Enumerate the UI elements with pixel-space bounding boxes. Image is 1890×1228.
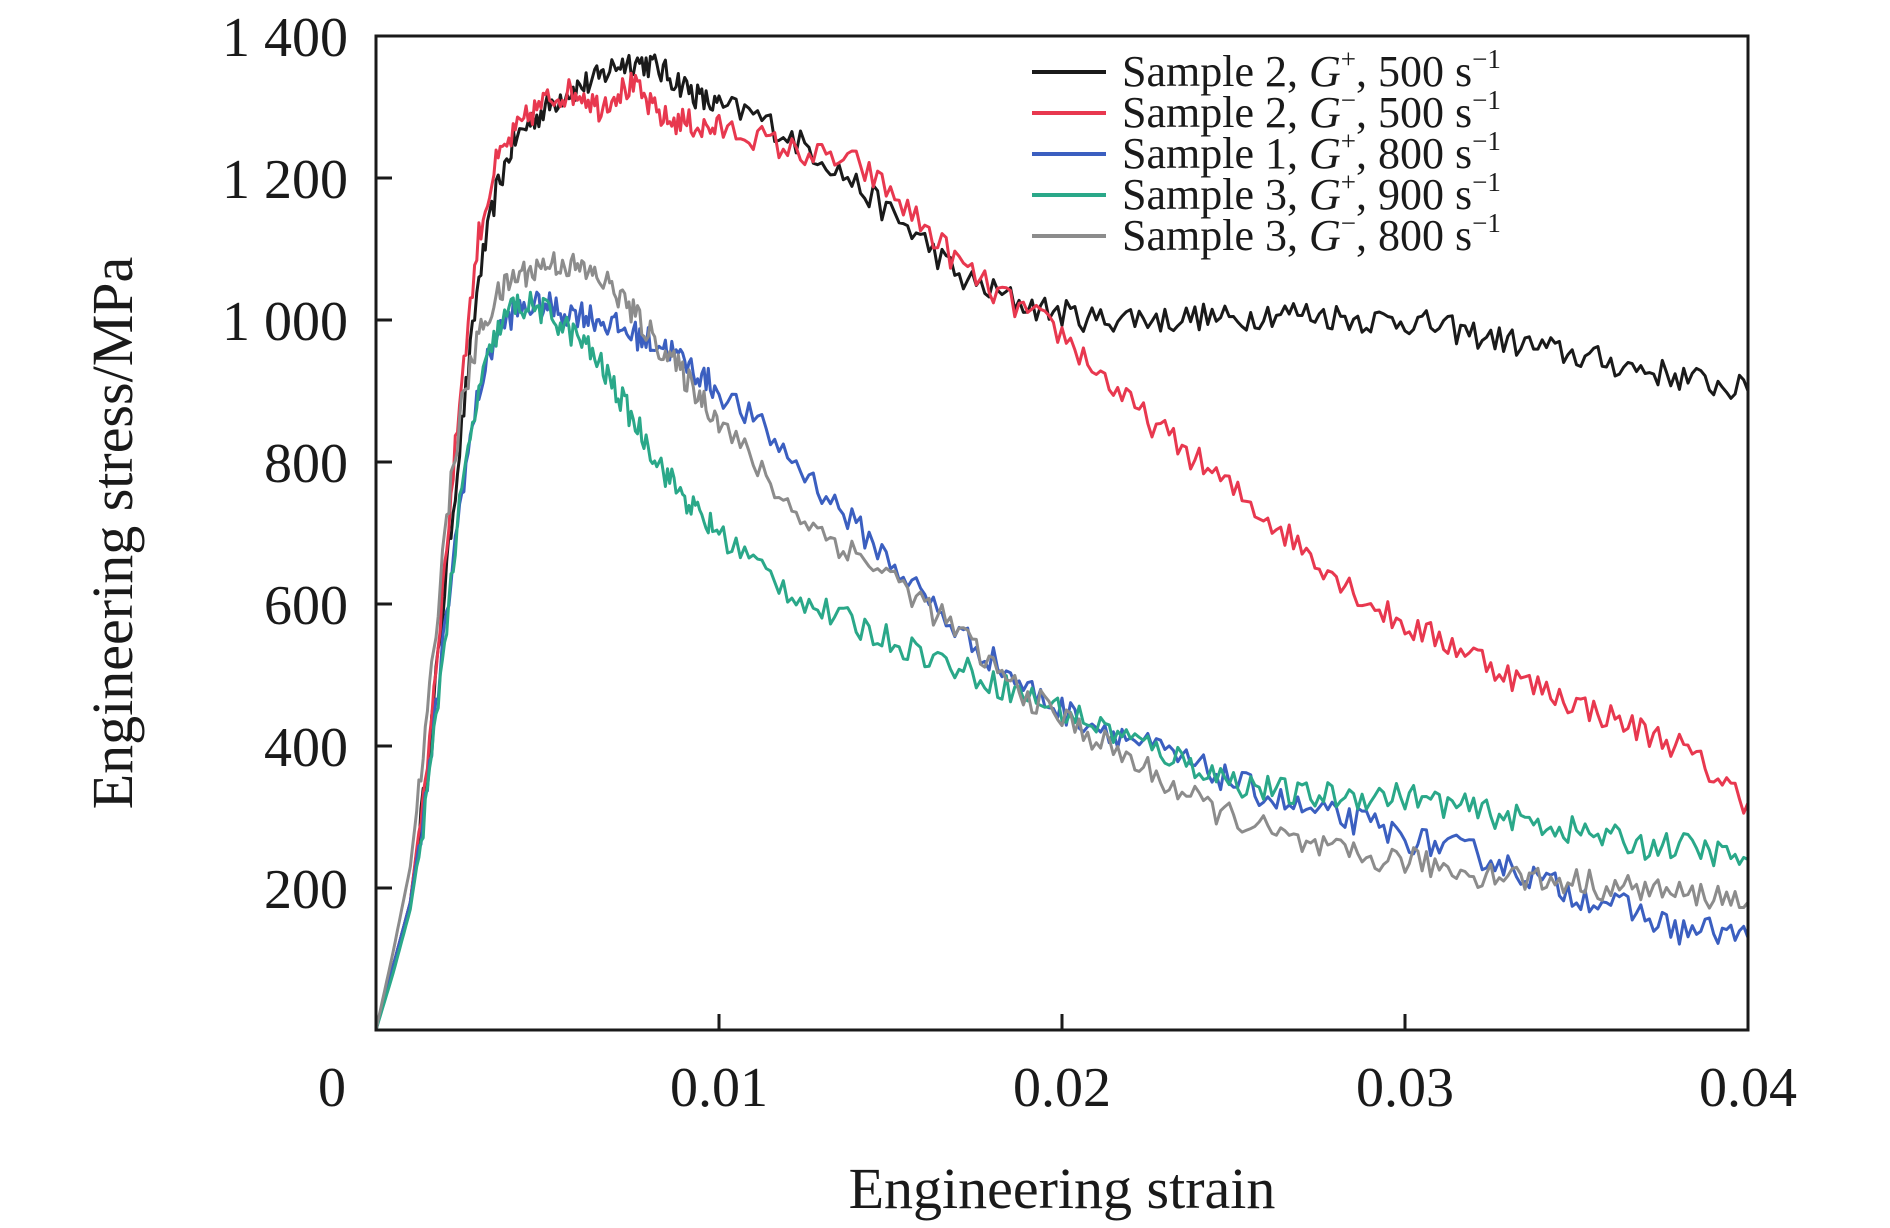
y-tick-label: 200 — [264, 859, 348, 921]
x-tick-label: 0 — [318, 1057, 346, 1119]
series-line-2 — [376, 71, 1748, 1030]
legend-label: Sample 3, G+, 900 s−1 — [1122, 167, 1501, 219]
series-line-5 — [376, 251, 1748, 1030]
legend-label: Sample 2, G−, 500 s−1 — [1122, 85, 1501, 137]
x-axis-title: Engineering strain — [849, 1156, 1276, 1221]
series-layer — [376, 53, 1748, 1030]
x-tick-label: 0.01 — [670, 1057, 768, 1119]
x-axis-ticks: 0 0.01 0.02 0.03 0.04 — [318, 1014, 1797, 1119]
y-tick-label: 1 200 — [222, 149, 348, 211]
x-tick-label: 0.03 — [1356, 1057, 1454, 1119]
x-tick-label: 0.04 — [1699, 1057, 1797, 1119]
legend-label: Sample 2, G+, 500 s−1 — [1122, 44, 1501, 96]
y-tick-label: 600 — [264, 575, 348, 637]
y-tick-label: 400 — [264, 717, 348, 779]
y-tick-label: 800 — [264, 433, 348, 495]
y-tick-label: 1 000 — [222, 291, 348, 353]
x-tick-label: 0.02 — [1013, 1057, 1111, 1119]
series-line-1 — [376, 53, 1748, 1030]
y-axis-ticks: 200 400 600 800 1 000 1 200 1 400 — [222, 7, 392, 921]
y-tick-label: 1 400 — [222, 7, 348, 69]
legend-label: Sample 3, G−, 800 s−1 — [1122, 208, 1501, 260]
legend-label: Sample 1, G+, 800 s−1 — [1122, 126, 1501, 178]
y-axis-title: Engineering stress/MPa — [80, 257, 145, 810]
series-line-4 — [376, 290, 1748, 1030]
series-line-3 — [376, 290, 1748, 1030]
